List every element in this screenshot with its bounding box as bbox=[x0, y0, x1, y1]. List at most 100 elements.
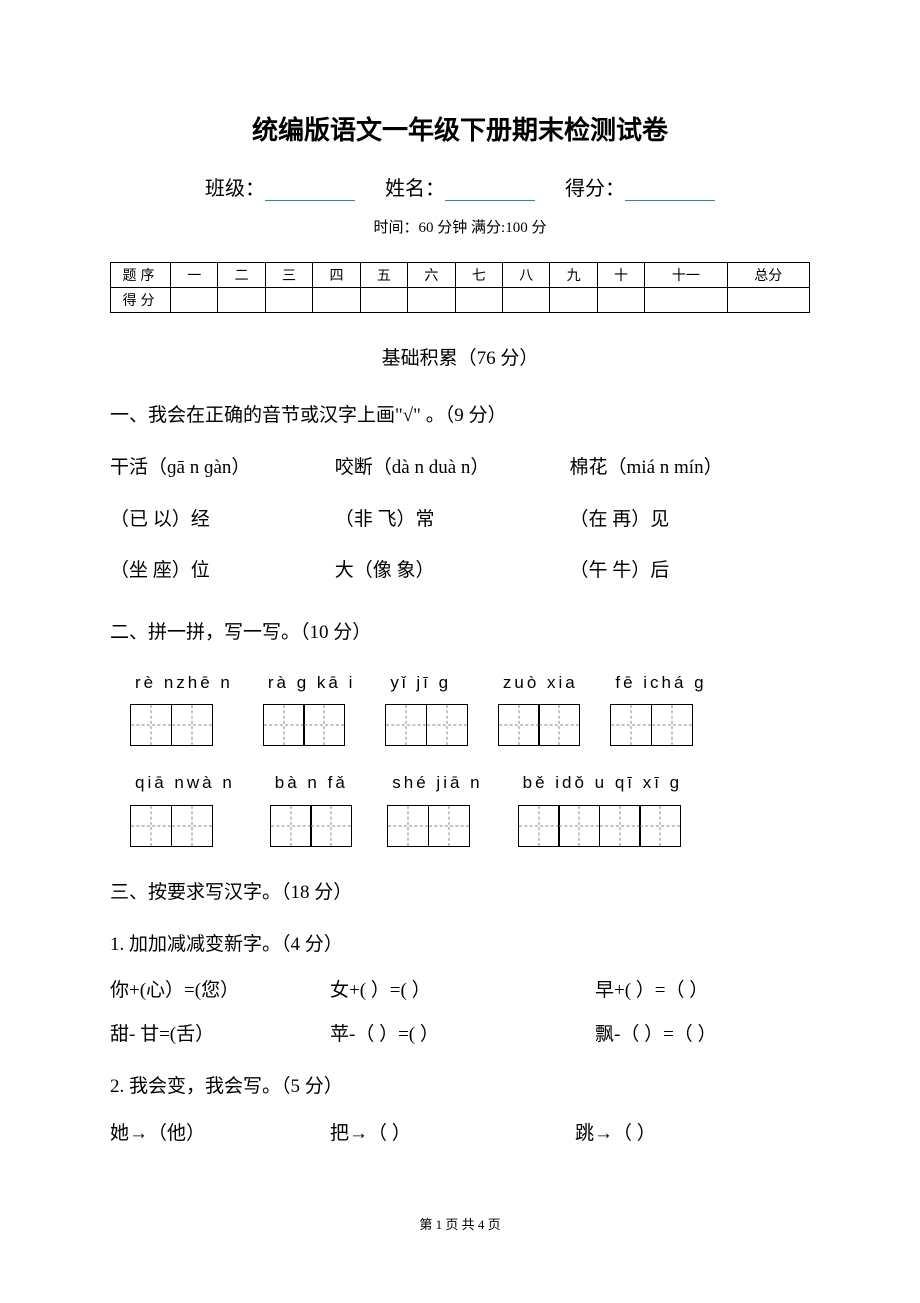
char-boxes bbox=[263, 704, 346, 746]
row1-label: 题序 bbox=[111, 263, 171, 288]
char-box[interactable] bbox=[498, 704, 540, 746]
q3-sub1-line2: 甜- 甘=(舌） 苹-（ ）=( ） 飘-（ ）=（ ） bbox=[110, 1014, 810, 1056]
q1-2a: （已 以）经 bbox=[110, 499, 330, 541]
col: 十一 bbox=[645, 263, 727, 288]
char-box[interactable] bbox=[171, 805, 213, 847]
q1-3c: （午 牛）后 bbox=[570, 550, 670, 592]
pinyin-group: shé jiā n bbox=[387, 764, 482, 846]
q1-line3: （坐 座）位 大（像 象） （午 牛）后 bbox=[110, 550, 810, 592]
pinyin-label: bě idǒ u qī xī ɡ bbox=[518, 764, 683, 801]
char-box[interactable] bbox=[387, 805, 429, 847]
char-box[interactable] bbox=[130, 704, 172, 746]
char-box[interactable] bbox=[303, 704, 345, 746]
q2-heading: 二、拼一拼，写一写。（10 分） bbox=[110, 612, 810, 654]
q3-sub1-line1: 你+(心）=(您） 女+( ）=( ） 早+( ）=（ ） bbox=[110, 970, 810, 1012]
q1-line2: （已 以）经 （非 飞）常 （在 再）见 bbox=[110, 499, 810, 541]
pinyin-label: fē ichá ɡ bbox=[610, 664, 706, 701]
q3-1b: 女+( ）=( ） bbox=[330, 970, 550, 1012]
q3-2a: 甜- 甘=(舌） bbox=[110, 1014, 285, 1056]
char-box[interactable] bbox=[263, 704, 305, 746]
pinyin-label: qiā nwà n bbox=[130, 764, 235, 801]
char-box[interactable] bbox=[558, 805, 600, 847]
q3-2b: 苹-（ ）=( ） bbox=[330, 1014, 550, 1056]
q1-1b: 咬断（dà n duà n） bbox=[335, 447, 565, 489]
col: 总分 bbox=[727, 263, 809, 288]
char-box[interactable] bbox=[639, 805, 681, 847]
char-box[interactable] bbox=[426, 704, 468, 746]
char-boxes bbox=[387, 805, 470, 847]
q3-sub2-line: 她→（他） 把→（ ） 跳→（ ） bbox=[110, 1113, 810, 1155]
q1-2b: （非 飞）常 bbox=[335, 499, 565, 541]
q3-s2b: 把→（ ） bbox=[330, 1113, 530, 1155]
pinyin-label: yǐ jī ɡ bbox=[385, 664, 451, 701]
q3-s2a: 她→（他） bbox=[110, 1113, 285, 1155]
pinyin-group: yǐ jī ɡ bbox=[385, 664, 468, 746]
student-meta-row: 班级： 姓名： 得分： bbox=[110, 172, 810, 201]
pinyin-group: qiā nwà n bbox=[130, 764, 235, 846]
q3-sub1-heading: 1. 加加减减变新字。（4 分） bbox=[110, 924, 810, 966]
score-table-score-row: 得分 bbox=[111, 288, 810, 313]
char-boxes bbox=[518, 805, 682, 847]
pinyin-label: shé jiā n bbox=[387, 764, 482, 801]
pinyin-label: bà n fǎ bbox=[270, 764, 348, 801]
q3-sub2-heading: 2. 我会变，我会写。（5 分） bbox=[110, 1066, 810, 1108]
char-box[interactable] bbox=[385, 704, 427, 746]
q2-row2: qiā nwà n bà n fǎ shé jiā n bě idǒ u qī xī … bbox=[130, 764, 810, 846]
q3-1c: 早+( ）=（ ） bbox=[595, 970, 708, 1012]
pinyin-group: rè nzhē n bbox=[130, 664, 233, 746]
pinyin-label: rè nzhē n bbox=[130, 664, 233, 701]
name-label: 姓名： bbox=[385, 178, 445, 200]
pinyin-label: rà ɡ kā i bbox=[263, 664, 355, 701]
pinyin-label: zuò xia bbox=[498, 664, 578, 701]
char-box[interactable] bbox=[310, 805, 352, 847]
q1-heading: 一、我会在正确的音节或汉字上画"√" 。（9 分） bbox=[110, 395, 810, 437]
col: 十 bbox=[597, 263, 644, 288]
char-box[interactable] bbox=[171, 704, 213, 746]
q3-heading: 三、按要求写汉字。（18 分） bbox=[110, 872, 810, 914]
page-footer: 第 1 页 共 4 页 bbox=[0, 1214, 920, 1233]
class-blank[interactable] bbox=[265, 179, 355, 201]
col: 六 bbox=[408, 263, 455, 288]
q3-2c: 飘-（ ）=（ ） bbox=[595, 1014, 717, 1056]
char-box[interactable] bbox=[130, 805, 172, 847]
char-boxes bbox=[270, 805, 353, 847]
col: 一 bbox=[171, 263, 218, 288]
char-boxes bbox=[610, 704, 693, 746]
pinyin-group: rà ɡ kā i bbox=[263, 664, 355, 746]
char-box[interactable] bbox=[518, 805, 560, 847]
char-box[interactable] bbox=[428, 805, 470, 847]
score-blank[interactable] bbox=[625, 179, 715, 201]
section-title: 基础积累（76 分） bbox=[110, 343, 810, 370]
q1-2c: （在 再）见 bbox=[570, 499, 670, 541]
char-boxes bbox=[130, 704, 213, 746]
char-box[interactable] bbox=[270, 805, 312, 847]
col: 八 bbox=[502, 263, 549, 288]
q1-1c: 棉花（miá n mín） bbox=[570, 447, 723, 489]
char-box[interactable] bbox=[599, 805, 641, 847]
col: 九 bbox=[550, 263, 597, 288]
score-table-header-row: 题序 一 二 三 四 五 六 七 八 九 十 十一 总分 bbox=[111, 263, 810, 288]
q1-1a: 干活（ɡā n ɡàn） bbox=[110, 447, 330, 489]
q1-3a: （坐 座）位 bbox=[110, 550, 330, 592]
name-blank[interactable] bbox=[445, 179, 535, 201]
char-box[interactable] bbox=[651, 704, 693, 746]
char-box[interactable] bbox=[538, 704, 580, 746]
score-label: 得分： bbox=[565, 178, 625, 200]
char-boxes bbox=[385, 704, 468, 746]
col: 四 bbox=[313, 263, 360, 288]
q3-s2c: 跳→（ ） bbox=[575, 1113, 656, 1155]
q1-3b: 大（像 象） bbox=[335, 550, 565, 592]
class-label: 班级： bbox=[205, 178, 265, 200]
q1-line1: 干活（ɡā n ɡàn） 咬断（dà n duà n） 棉花（miá n mín… bbox=[110, 447, 810, 489]
row2-label: 得分 bbox=[111, 288, 171, 313]
pinyin-group: zuò xia bbox=[498, 664, 581, 746]
col: 五 bbox=[360, 263, 407, 288]
char-box[interactable] bbox=[610, 704, 652, 746]
col: 三 bbox=[265, 263, 312, 288]
exam-title: 统编版语文一年级下册期末检测试卷 bbox=[110, 110, 810, 147]
col: 二 bbox=[218, 263, 265, 288]
score-table: 题序 一 二 三 四 五 六 七 八 九 十 十一 总分 得分 bbox=[110, 262, 810, 313]
q2-row1: rè nzhē n rà ɡ kā i yǐ jī ɡ zuò xia fē ichá … bbox=[130, 664, 810, 746]
pinyin-group: bě idǒ u qī xī ɡ bbox=[518, 764, 683, 846]
char-boxes bbox=[498, 704, 581, 746]
